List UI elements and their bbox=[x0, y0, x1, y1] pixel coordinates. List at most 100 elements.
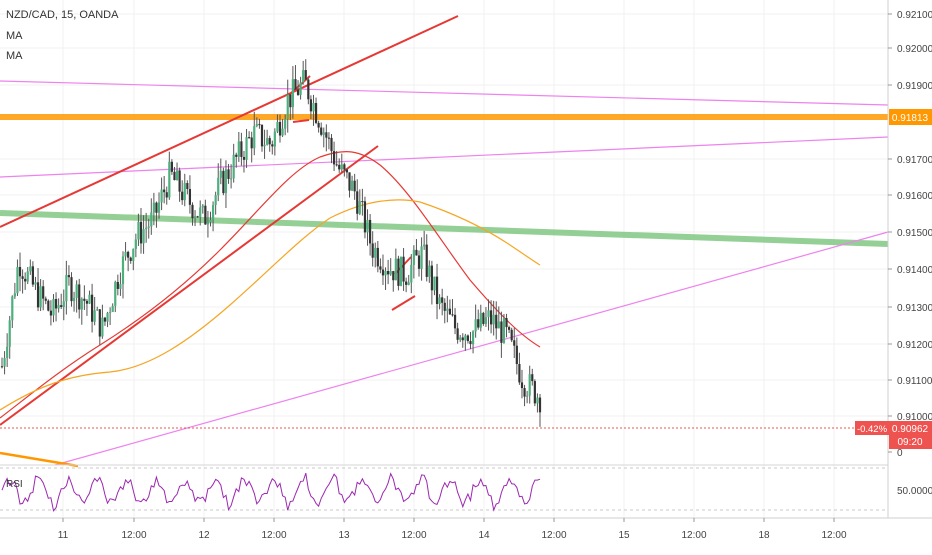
candle-body bbox=[70, 277, 73, 302]
magenta-trendline-1[interactable] bbox=[0, 80, 889, 106]
time-tick-label: 12:00 bbox=[541, 530, 566, 541]
candle-body bbox=[273, 131, 276, 147]
candle-body bbox=[356, 191, 359, 214]
candle-body bbox=[147, 226, 150, 228]
candle-body bbox=[80, 298, 83, 310]
candle-body bbox=[536, 397, 539, 404]
candle-body bbox=[132, 248, 135, 261]
time-tick-label: 12:00 bbox=[401, 530, 426, 541]
time-tick-label: 14 bbox=[478, 530, 490, 541]
candle-body bbox=[44, 298, 47, 301]
candle-body bbox=[531, 374, 534, 382]
candle-body bbox=[471, 331, 475, 345]
magenta-trendline-3[interactable] bbox=[54, 231, 889, 466]
rsi-line[interactable] bbox=[1, 472, 541, 512]
candle-body bbox=[116, 281, 119, 289]
candle-body bbox=[114, 281, 117, 306]
candle-body bbox=[88, 294, 91, 304]
candle-body bbox=[459, 337, 462, 340]
candle-body bbox=[245, 137, 248, 160]
candle-body bbox=[332, 151, 336, 165]
candle-body bbox=[193, 216, 197, 219]
candle-body bbox=[477, 319, 480, 328]
candle-body bbox=[366, 219, 369, 233]
price-tick-label: 0.91700 bbox=[897, 155, 932, 166]
red-marker-2[interactable] bbox=[292, 119, 310, 123]
ma-legend-2[interactable]: MA bbox=[6, 50, 23, 62]
candle-body bbox=[441, 297, 444, 303]
candle-body bbox=[163, 189, 166, 193]
price-change-text: -0.42% bbox=[857, 424, 888, 435]
symbol-legend[interactable]: NZD/CAD, 15, OANDA bbox=[6, 9, 119, 21]
candle-body bbox=[405, 281, 408, 285]
candle-body bbox=[263, 144, 266, 147]
candle-body bbox=[312, 102, 315, 112]
candle-body bbox=[335, 164, 338, 166]
candle-body bbox=[214, 195, 217, 205]
red-marker-4[interactable] bbox=[391, 295, 416, 311]
candle-body bbox=[0, 366, 4, 368]
candle-body bbox=[3, 357, 6, 367]
candle-body bbox=[320, 127, 323, 135]
rsi-legend[interactable]: RSI bbox=[6, 479, 23, 490]
candle-body bbox=[36, 282, 40, 308]
candle-body bbox=[505, 318, 508, 328]
support-band-line[interactable] bbox=[0, 210, 889, 247]
candle-body bbox=[399, 256, 403, 286]
candle-body bbox=[489, 310, 493, 325]
magenta-trendline-2[interactable] bbox=[0, 136, 889, 178]
level-badge-text: 0.91813 bbox=[892, 113, 929, 124]
candle-body bbox=[39, 286, 42, 308]
candle-body bbox=[242, 156, 246, 160]
candle-body bbox=[101, 317, 104, 337]
candle-body bbox=[513, 340, 516, 346]
candle-body bbox=[289, 94, 292, 108]
candle-body bbox=[111, 305, 114, 312]
candle-body bbox=[363, 201, 367, 233]
candle-body bbox=[309, 99, 312, 112]
candle-body bbox=[18, 267, 22, 277]
candle-body bbox=[139, 221, 143, 244]
candle-body bbox=[453, 314, 457, 329]
candle-body bbox=[523, 388, 526, 397]
candle-body bbox=[178, 170, 181, 192]
candle-body bbox=[343, 164, 346, 170]
candle-body bbox=[258, 124, 261, 126]
time-tick-label: 12:00 bbox=[681, 530, 706, 541]
candle-body bbox=[340, 164, 343, 170]
candle-body bbox=[374, 247, 377, 258]
candle-body bbox=[31, 266, 34, 285]
candle-body bbox=[397, 258, 400, 286]
candle-body bbox=[255, 124, 258, 126]
candle-body bbox=[98, 309, 101, 337]
price-axis[interactable]: 0.92100 0.92000 0.91900 0.91700 0.91600 0.915… bbox=[888, 10, 932, 459]
candle-countdown-text: 09:20 bbox=[897, 437, 922, 448]
candle-body bbox=[173, 171, 176, 181]
ma-legend-1[interactable]: MA bbox=[6, 30, 23, 42]
candle-body bbox=[415, 249, 418, 256]
channel-lower-line[interactable] bbox=[0, 145, 379, 426]
time-tick-label: 18 bbox=[758, 530, 770, 541]
candle-body bbox=[482, 312, 485, 324]
time-axis[interactable]: 11 12:00 12 12:00 13 12:00 14 12:00 15 12:00 18 12:… bbox=[58, 518, 847, 541]
moving-average-slow[interactable] bbox=[0, 199, 541, 411]
moving-average-fast[interactable] bbox=[0, 151, 541, 419]
candle-body bbox=[237, 141, 240, 157]
orange-trendline-bottom[interactable] bbox=[0, 451, 79, 468]
candle-body bbox=[121, 256, 125, 285]
candle-body bbox=[294, 79, 297, 90]
candle-body bbox=[93, 310, 96, 322]
candle-body bbox=[8, 320, 11, 347]
candle-body bbox=[129, 257, 132, 261]
candle-body bbox=[469, 341, 472, 345]
candle-body bbox=[515, 345, 518, 365]
candle-body bbox=[317, 122, 320, 128]
candle-body bbox=[78, 284, 81, 310]
candle-body bbox=[508, 327, 511, 330]
last-price-text: 0.90962 bbox=[892, 424, 929, 435]
candle-body bbox=[47, 300, 50, 311]
channel-upper-line[interactable] bbox=[0, 15, 459, 228]
candle-body bbox=[222, 170, 225, 194]
price-change-badge: -0.42% bbox=[855, 421, 889, 435]
candles bbox=[0, 59, 542, 427]
